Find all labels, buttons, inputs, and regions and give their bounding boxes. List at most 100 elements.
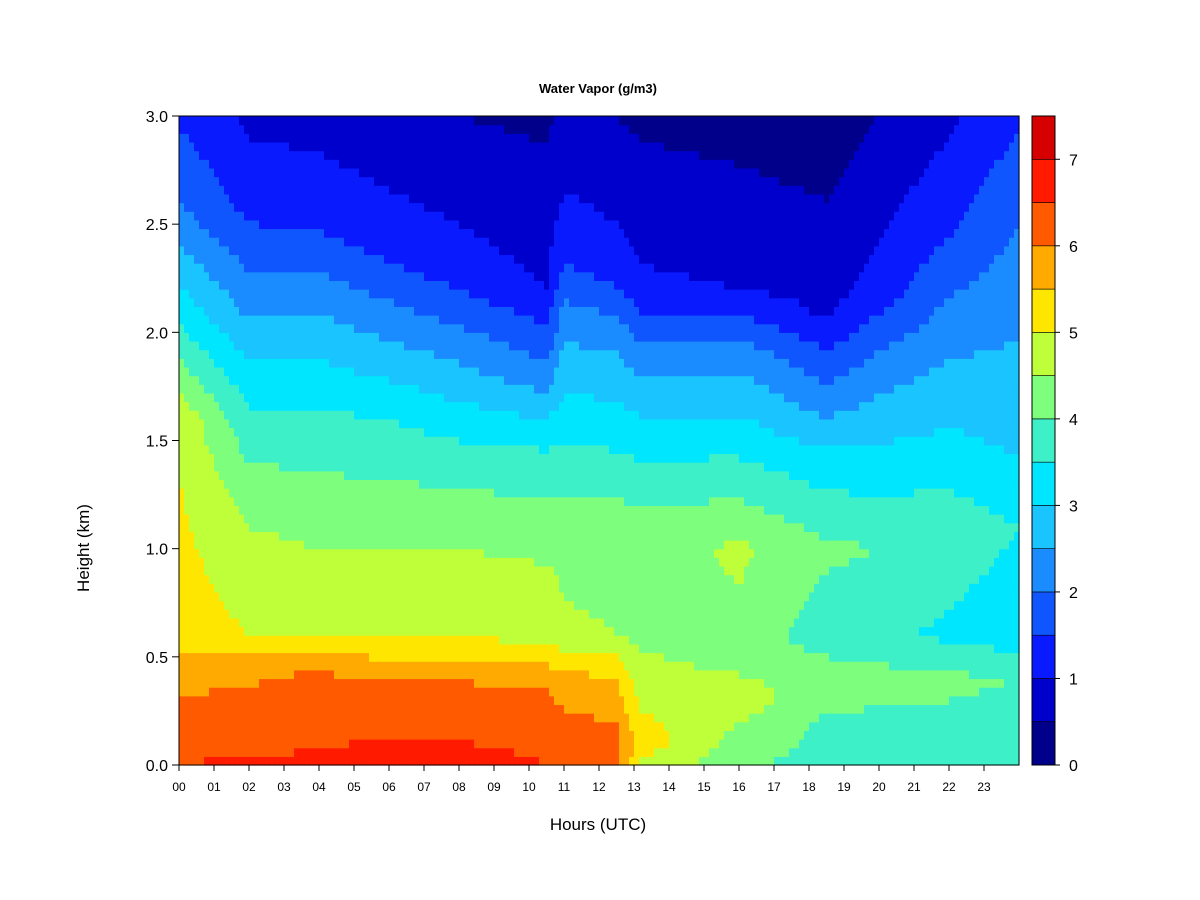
heatmap-cell bbox=[479, 219, 485, 230]
heatmap-cell bbox=[459, 756, 465, 766]
heatmap-cell bbox=[199, 392, 205, 403]
heatmap-cell bbox=[489, 600, 495, 610]
heatmap-cell bbox=[284, 470, 290, 481]
heatmap-cell bbox=[334, 280, 340, 290]
heatmap-cell bbox=[449, 280, 455, 290]
heatmap-cell bbox=[209, 687, 215, 697]
heatmap-cell bbox=[294, 505, 300, 515]
heatmap-cell bbox=[374, 271, 380, 282]
heatmap-cell bbox=[189, 141, 195, 152]
heatmap-cell bbox=[219, 479, 225, 489]
heatmap-cell bbox=[424, 479, 430, 489]
heatmap-cell bbox=[204, 747, 210, 757]
heatmap-cell bbox=[349, 427, 355, 437]
heatmap-cell bbox=[179, 392, 185, 403]
heatmap-cell bbox=[494, 384, 500, 394]
heatmap-cell bbox=[414, 565, 420, 576]
heatmap-cell bbox=[464, 583, 470, 593]
heatmap-cell bbox=[469, 254, 475, 264]
heatmap-cell bbox=[284, 609, 290, 619]
heatmap-cell bbox=[199, 557, 205, 567]
heatmap-cell bbox=[179, 306, 185, 316]
heatmap-cell bbox=[489, 193, 495, 204]
heatmap-cell bbox=[279, 193, 285, 204]
heatmap-cell bbox=[399, 297, 405, 307]
heatmap-cell bbox=[444, 635, 450, 645]
heatmap-cell bbox=[344, 583, 350, 593]
heatmap-cell bbox=[489, 557, 495, 567]
heatmap-cell bbox=[269, 635, 275, 645]
heatmap-cell bbox=[454, 159, 460, 169]
heatmap-cell bbox=[339, 505, 345, 515]
heatmap-cell bbox=[394, 375, 400, 385]
heatmap-cell bbox=[319, 263, 325, 273]
heatmap-cell bbox=[354, 531, 360, 541]
heatmap-cell bbox=[479, 643, 485, 654]
heatmap-cell bbox=[364, 669, 370, 680]
heatmap-cell bbox=[464, 531, 470, 541]
heatmap-cell bbox=[439, 280, 445, 290]
heatmap-cell bbox=[299, 254, 305, 264]
heatmap-cell bbox=[489, 176, 495, 186]
heatmap-cell bbox=[179, 124, 185, 134]
heatmap-cell bbox=[194, 306, 200, 316]
heatmap-cell bbox=[294, 522, 300, 532]
heatmap-cell bbox=[349, 730, 355, 740]
heatmap-cell bbox=[229, 392, 235, 403]
heatmap-cell bbox=[499, 150, 505, 160]
heatmap-cell bbox=[414, 557, 420, 567]
heatmap-cell bbox=[269, 462, 275, 472]
heatmap-cell bbox=[384, 496, 390, 506]
heatmap-cell bbox=[194, 695, 200, 706]
heatmap-cell bbox=[359, 479, 365, 489]
heatmap-cell bbox=[329, 297, 335, 307]
heatmap-cell bbox=[324, 505, 330, 515]
heatmap-cell bbox=[254, 410, 260, 420]
heatmap-cell bbox=[284, 133, 290, 143]
heatmap-cell bbox=[394, 730, 400, 740]
heatmap-cell bbox=[414, 332, 420, 342]
heatmap-cell bbox=[299, 410, 305, 420]
heatmap-cell bbox=[429, 583, 435, 593]
heatmap-cell bbox=[204, 678, 210, 688]
heatmap-cell bbox=[359, 150, 365, 160]
heatmap-cell bbox=[299, 626, 305, 636]
heatmap-cell bbox=[259, 739, 265, 749]
heatmap-cell bbox=[219, 713, 225, 723]
heatmap-cell bbox=[364, 124, 370, 134]
heatmap-cell bbox=[394, 721, 400, 731]
heatmap-cell bbox=[204, 453, 210, 463]
heatmap-cell bbox=[434, 340, 440, 351]
heatmap-cell bbox=[314, 704, 320, 714]
heatmap-cell bbox=[384, 401, 390, 411]
heatmap-cell bbox=[449, 219, 455, 230]
heatmap-cell bbox=[489, 617, 495, 628]
heatmap-cell bbox=[279, 133, 285, 143]
heatmap-cell bbox=[509, 713, 515, 723]
heatmap-cell bbox=[359, 228, 365, 238]
heatmap-cell bbox=[284, 185, 290, 195]
heatmap-cell bbox=[469, 410, 475, 420]
heatmap-cell bbox=[329, 505, 335, 515]
heatmap-cell bbox=[454, 695, 460, 706]
heatmap-cell bbox=[379, 617, 385, 628]
heatmap-cell bbox=[354, 340, 360, 351]
heatmap-cell bbox=[214, 237, 220, 247]
heatmap-cell bbox=[459, 193, 465, 204]
heatmap-cell bbox=[354, 669, 360, 680]
heatmap-cell bbox=[314, 496, 320, 506]
heatmap-cell bbox=[314, 254, 320, 264]
heatmap-cell bbox=[239, 652, 245, 662]
heatmap-cell bbox=[379, 695, 385, 706]
heatmap-cell bbox=[214, 185, 220, 195]
heatmap-cell bbox=[189, 159, 195, 169]
heatmap-cell bbox=[259, 643, 265, 654]
heatmap-cell bbox=[509, 358, 515, 368]
heatmap-cell bbox=[499, 280, 505, 290]
heatmap-cell bbox=[484, 133, 490, 143]
heatmap-cell bbox=[354, 436, 360, 446]
heatmap-cell bbox=[244, 462, 250, 472]
heatmap-cell bbox=[419, 384, 425, 394]
heatmap-cell bbox=[349, 669, 355, 680]
heatmap-cell bbox=[194, 159, 200, 169]
